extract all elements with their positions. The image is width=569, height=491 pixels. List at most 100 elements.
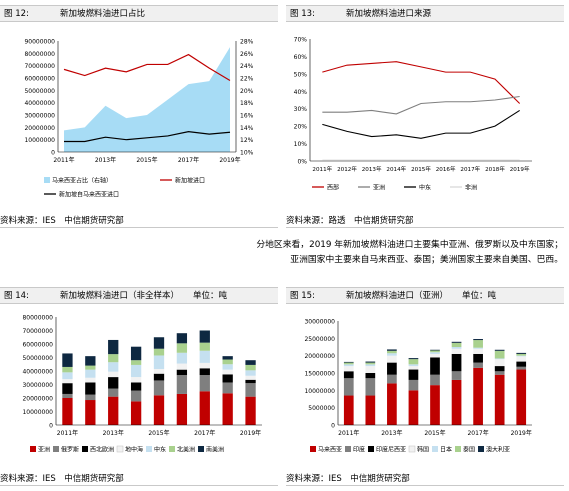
legend-swatch xyxy=(53,446,59,452)
bar-segment xyxy=(130,377,142,383)
bar-segment xyxy=(245,370,256,376)
y-tick-label: 60000000 xyxy=(22,342,53,349)
x-tick-label: 2016年 xyxy=(436,165,456,173)
y-tick-label: 50000000 xyxy=(24,88,55,95)
bar-segment xyxy=(387,355,397,363)
bar-segment xyxy=(199,368,210,376)
y-tick-label: 40% xyxy=(294,89,308,96)
bar-segment xyxy=(365,362,376,365)
bar-segment xyxy=(451,341,462,343)
bar-segment xyxy=(430,350,440,353)
x-tick-label: 2011年 xyxy=(338,429,359,437)
bar-segment xyxy=(153,368,165,374)
x-tick-label: 2013年 xyxy=(381,429,402,437)
bar-segment xyxy=(85,369,96,378)
bar-segment xyxy=(494,366,505,372)
bar-segment xyxy=(387,349,397,351)
bar-segment xyxy=(365,361,376,363)
y-tick-label: 30000000 xyxy=(304,319,335,326)
y2-tick-label: 10% xyxy=(240,150,254,157)
x-tick-label: 2013年 xyxy=(362,165,382,173)
figure-15-title: 新加坡燃料油进口（亚洲） xyxy=(346,291,449,301)
bar-segment xyxy=(516,352,527,354)
bar-segment xyxy=(199,342,210,351)
bar-segment xyxy=(343,378,354,396)
bar-segment xyxy=(130,401,142,425)
legend-label: 新加坡自马来西亚进口 xyxy=(59,190,119,198)
bar-segment xyxy=(430,357,440,375)
x-tick-label: 2018年 xyxy=(485,165,505,173)
bar-segment xyxy=(176,393,188,425)
bar-segment xyxy=(62,393,73,398)
paragraph-line-2: 亚洲国家中主要来自马来西亚、泰国；美洲国家主要来自美国、巴西。 xyxy=(290,255,563,265)
legend-label: 地中海 xyxy=(125,445,143,453)
bar-segment xyxy=(430,353,440,358)
bar-segment xyxy=(343,395,354,425)
y-tick-label: 20000000 xyxy=(304,353,335,360)
legend-label: 中东 xyxy=(419,183,431,191)
bar-segment xyxy=(199,375,210,392)
bar-segment xyxy=(387,353,397,356)
legend-label: 马来西亚 xyxy=(318,445,342,453)
x-tick-label: 2011年 xyxy=(57,429,78,437)
y-tick-label: 10% xyxy=(294,141,308,148)
bar-segment xyxy=(387,374,397,384)
bar-segment xyxy=(222,382,233,394)
bar-segment xyxy=(85,365,96,370)
x-tick-label: 2015年 xyxy=(424,429,445,437)
bar-segment xyxy=(222,356,233,360)
y-tick-label: 40000000 xyxy=(22,369,53,376)
legend-swatch xyxy=(478,446,484,452)
bar-segment xyxy=(130,382,142,391)
x-tick-label: 2015年 xyxy=(411,165,431,173)
bar-segment xyxy=(85,382,96,395)
figure-12-source: 资料来源：IES 中信期货研究部 xyxy=(0,214,278,228)
y-tick-label: 30000000 xyxy=(24,113,55,120)
legend-label: 印度尼西亚 xyxy=(376,445,406,453)
bar-segment xyxy=(408,390,419,425)
bar-segment xyxy=(108,339,119,355)
bar-segment xyxy=(516,369,527,425)
legend-swatch xyxy=(198,446,204,452)
bar-segment xyxy=(176,375,188,394)
legend-label: 亚洲 xyxy=(373,184,385,191)
x-tick-label: 2013年 xyxy=(95,156,116,164)
bar-segment xyxy=(365,366,376,373)
bar-segment xyxy=(343,362,354,365)
figure-13-source: 资料来源：路透 中信期货研究部 xyxy=(286,214,564,228)
bar-segment xyxy=(108,377,119,389)
chart-15-import-asia: 0 5000000 10000000 15000000 20000000 25000000… xyxy=(304,319,532,453)
bar-segment xyxy=(430,385,440,425)
bar-segment xyxy=(408,359,419,365)
y-tick-label: 15000000 xyxy=(304,371,335,378)
bar-segment xyxy=(153,380,165,396)
legend-swatch xyxy=(345,446,351,452)
legend-label: 俄罗斯 xyxy=(61,445,79,453)
x-tick-label: 2017年 xyxy=(194,429,215,437)
x-tick-label: 2013年 xyxy=(103,429,124,437)
y-tick-label: 20000000 xyxy=(24,125,55,132)
bar-segment xyxy=(430,374,440,386)
legend-label: 非洲 xyxy=(465,183,477,191)
y2-tick-label: 18% xyxy=(240,100,254,107)
figure-15-label: 图 15: xyxy=(290,291,315,301)
bar-segment xyxy=(430,352,440,354)
x-tick-label: 2017年 xyxy=(178,156,199,164)
y2-tick-label: 24% xyxy=(240,63,254,70)
legend-swatch xyxy=(146,446,152,452)
y-tick-label: 0 xyxy=(49,423,53,430)
legend-label: 新加坡进口 xyxy=(175,176,205,184)
bar-segment xyxy=(494,371,505,375)
bar-segment xyxy=(176,343,188,353)
figure-15-header: 图 15: 新加坡燃料油进口（亚洲） 单位：吨 xyxy=(286,287,564,304)
y2-tick-label: 26% xyxy=(240,51,254,58)
x-tick-label: 2019年 xyxy=(511,429,532,437)
bar-segment xyxy=(516,361,527,367)
bar-segment xyxy=(408,366,419,370)
x-tick-label: 2011年 xyxy=(53,156,74,164)
line-series xyxy=(322,95,520,115)
bar-segment xyxy=(408,369,419,380)
bar-segment xyxy=(473,367,483,425)
bar-segment xyxy=(516,353,527,356)
bar-segment xyxy=(473,340,483,348)
